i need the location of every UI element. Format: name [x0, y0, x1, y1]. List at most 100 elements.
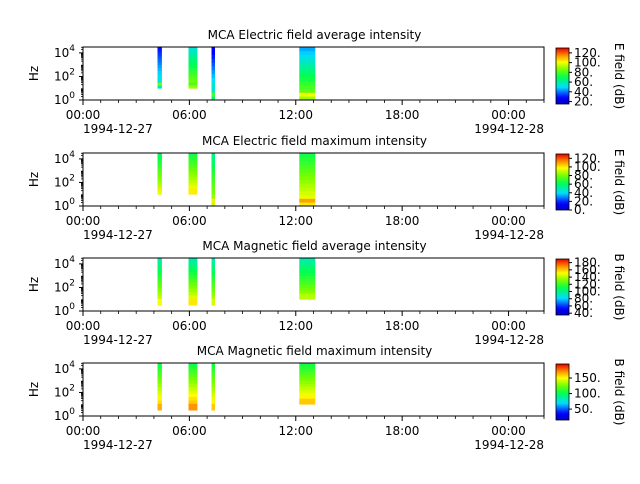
heatmap-cell — [211, 183, 215, 188]
heatmap-cell — [188, 406, 198, 411]
colorbar-frame — [555, 363, 570, 421]
heatmap-cell — [211, 393, 215, 398]
spectrogram-block — [299, 153, 316, 207]
heatmap-cell — [211, 96, 215, 101]
colorbar-tick-label: 180. — [574, 256, 601, 270]
heatmap-cell — [211, 376, 215, 381]
heatmap-cell — [299, 164, 316, 169]
heatmap-cell — [211, 202, 215, 207]
heatmap-cell — [211, 406, 215, 411]
heatmap-cell — [157, 373, 162, 377]
spectrogram-block — [188, 47, 198, 89]
heatmap-cell — [299, 383, 316, 387]
heatmap-cell — [299, 275, 316, 279]
x-tick-label: 06:00 — [172, 214, 207, 228]
heatmap-cell — [299, 398, 316, 402]
heatmap-cell — [188, 153, 198, 157]
heatmap-cell — [188, 49, 198, 54]
x-tick-label: 00:00 — [66, 319, 101, 333]
heatmap-cell — [188, 383, 198, 387]
x-tick-label: 18:00 — [385, 424, 420, 438]
x-tick-label: 12:00 — [278, 214, 313, 228]
colorbar-tick-label: 100. — [574, 160, 601, 174]
heatmap-cell — [211, 403, 215, 408]
heatmap-cell — [299, 380, 316, 384]
colorbar — [556, 364, 569, 420]
heatmap-cell — [299, 47, 316, 52]
heatmap-cell — [211, 58, 215, 63]
panel-2: MCA Electric field maximum intensity 100 1… — [27, 134, 626, 242]
x-tick-label: 00:00 — [491, 214, 526, 228]
heatmap-cell — [188, 185, 198, 189]
heatmap-cell — [157, 389, 162, 394]
x-tick-label: 00:00 — [491, 108, 526, 122]
heatmap-cell — [211, 92, 215, 97]
heatmap-cell — [188, 79, 198, 83]
heatmap-cell — [157, 393, 162, 398]
date-label-start: 1994-12-27 — [83, 122, 153, 136]
heatmap-cell — [211, 179, 215, 184]
heatmap-cell — [211, 54, 215, 59]
colorbar-tick-label: 60. — [574, 299, 593, 313]
heatmap-cell — [157, 64, 162, 68]
heatmap-cell — [299, 168, 316, 173]
x-tick-label: 06:00 — [172, 319, 207, 333]
heatmap-cell — [188, 170, 198, 174]
heatmap-cell — [211, 396, 215, 401]
heatmap-cell — [299, 88, 316, 93]
heatmap-cell — [157, 369, 162, 374]
colorbar-tick-label: 120. — [574, 151, 601, 165]
heatmap-cell — [211, 389, 215, 394]
heatmap-cell — [188, 284, 198, 289]
heatmap-cell — [188, 376, 198, 381]
y-tick-label: 104 — [54, 255, 75, 271]
heatmap-cell — [157, 396, 162, 401]
heatmap-cell — [211, 366, 215, 371]
colorbar — [556, 259, 569, 315]
heatmap-cell — [299, 77, 316, 82]
heatmap-cell — [299, 386, 316, 390]
colorbar — [556, 154, 569, 210]
heatmap-cell — [157, 268, 162, 272]
y-tick-label: 100 — [54, 407, 75, 423]
x-tick-label: 00:00 — [491, 319, 526, 333]
heatmap-cell — [188, 179, 198, 183]
heatmap-cell — [157, 383, 162, 387]
heatmap-cell — [188, 298, 198, 303]
heatmap-cell — [188, 264, 198, 269]
spectrogram-block — [299, 363, 316, 405]
heatmap-cell — [157, 185, 162, 189]
heatmap-cell — [188, 301, 198, 306]
heatmap-cell — [299, 365, 316, 370]
heatmap-cell — [188, 278, 198, 282]
heatmap-cell — [299, 96, 316, 101]
heatmap-cell — [299, 198, 316, 203]
heatmap-cell — [188, 369, 198, 374]
heatmap-cell — [211, 295, 215, 299]
heatmap-cell — [211, 156, 215, 161]
x-tick-label: 06:00 — [172, 424, 207, 438]
heatmap-cell — [299, 50, 316, 55]
heatmap-cell — [188, 161, 198, 166]
heatmap-cell — [299, 190, 316, 196]
heatmap-cell — [299, 81, 316, 86]
heatmap-cell — [211, 298, 215, 303]
heatmap-cell — [299, 293, 316, 297]
heatmap-cell — [157, 70, 162, 74]
heatmap-cell — [157, 271, 162, 276]
heatmap-cell — [157, 188, 162, 192]
heatmap-cell — [157, 76, 162, 80]
y-tick-label: 100 — [54, 302, 75, 318]
colorbar-frame — [555, 47, 570, 105]
spectrogram-block — [211, 363, 215, 411]
colorbar-tick-label: 120. — [574, 277, 601, 291]
heatmap-cell — [211, 194, 215, 199]
x-tick-label: 06:00 — [172, 108, 207, 122]
heatmap-cell — [188, 281, 198, 286]
heatmap-cell — [188, 366, 198, 371]
heatmap-cell — [211, 268, 215, 272]
heatmap-cell — [299, 179, 316, 184]
heatmap-cell — [157, 49, 162, 54]
date-label-end: 1994-12-28 — [474, 228, 544, 242]
